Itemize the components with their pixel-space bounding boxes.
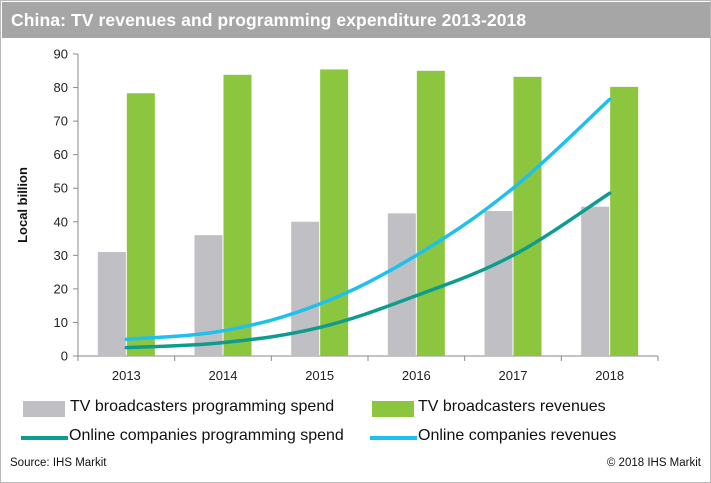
bar-tv-spend (484, 211, 513, 356)
y-tick-label: 60 (54, 147, 68, 162)
bar-tv-revenues (126, 93, 155, 356)
bar-tv-revenues (610, 86, 639, 356)
bar-tv-revenues (416, 70, 445, 357)
legend-label-tv-revenues: TV broadcasters revenues (418, 398, 606, 415)
axes: 0 10 20 30 40 50 60 70 80 90 2013 2014 2015 2016 2017 2… (54, 47, 659, 383)
legend-label-online-revenues: Online companies revenues (418, 427, 617, 444)
x-tick-label: 2014 (209, 368, 238, 383)
y-axis-label: Local billion (15, 167, 30, 243)
y-tick-label: 70 (54, 114, 68, 129)
bar-tv-spend (581, 206, 610, 356)
legend-swatch-online-revenues (370, 436, 417, 440)
bar-tv-revenues (223, 74, 252, 356)
legend-label-tv-spend: TV broadcasters programming spend (70, 398, 335, 415)
bar-tv-revenues (513, 76, 542, 356)
y-tick-label: 0 (61, 349, 68, 364)
chart-title: China: TV revenues and programming expen… (11, 10, 527, 30)
legend-swatch-tv-revenues (372, 401, 414, 417)
copyright-note: © 2018 IHS Markit (606, 457, 701, 469)
y-tick-label: 30 (54, 248, 68, 263)
bar-tv-revenues (320, 69, 349, 357)
legend-label-online-spend: Online companies programming spend (69, 427, 344, 444)
lines (124, 97, 612, 350)
x-tick-label: 2016 (402, 368, 431, 383)
y-tick-label: 80 (54, 80, 68, 95)
line-online-revenues (124, 97, 612, 341)
y-tick-label: 20 (54, 281, 68, 296)
title-bar: China: TV revenues and programming expen… (2, 2, 710, 38)
y-tick-label: 90 (54, 47, 68, 62)
line-online-spend (124, 191, 612, 350)
legend-swatch-tv-spend (23, 401, 65, 417)
x-tick-label: 2015 (305, 368, 334, 383)
x-tick-label: 2018 (595, 368, 624, 383)
source-note: Source: IHS Markit (10, 457, 107, 469)
bar-tv-spend (194, 235, 223, 356)
y-tick-label: 50 (54, 181, 68, 196)
y-tick-label: 40 (54, 214, 68, 229)
x-tick-label: 2017 (499, 368, 528, 383)
legend-swatch-online-spend (21, 436, 68, 440)
y-tick-label: 10 (54, 315, 68, 330)
bar-tv-spend (387, 213, 416, 356)
x-tick-label: 2013 (112, 368, 141, 383)
bar-tv-spend (291, 221, 320, 356)
bar-tv-spend (97, 251, 126, 356)
